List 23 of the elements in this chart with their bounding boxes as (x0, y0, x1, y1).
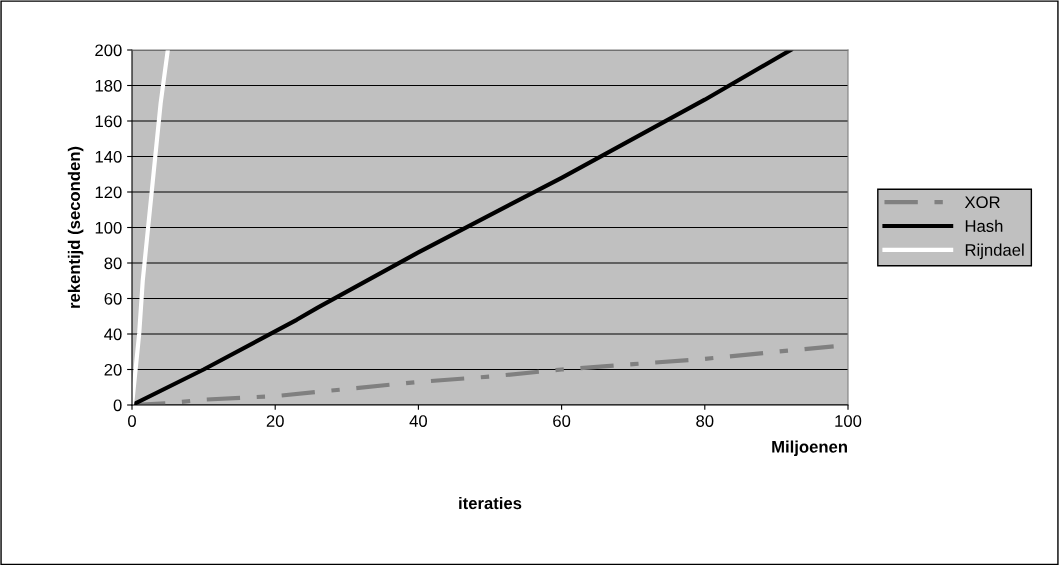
y-tick-label: 80 (104, 257, 122, 270)
x-tick-label: 100 (835, 415, 862, 427)
x-axis-title: iteraties (459, 496, 522, 510)
y-tick-label: 100 (95, 221, 122, 234)
legend-label: Rijndael (965, 243, 1024, 260)
x-tick-label: 80 (696, 415, 714, 427)
y-tick-label: 0 (113, 399, 122, 412)
y-tick-label: 160 (95, 115, 122, 128)
y-tick-label: 40 (104, 328, 122, 341)
legend-label: XOR (964, 196, 1000, 209)
y-tick-label: 120 (95, 186, 122, 199)
y-tick-label: 140 (95, 150, 122, 163)
y-tick-label: 200 (95, 44, 122, 57)
text: Miljoenen (772, 440, 847, 457)
x-tick-label: 20 (266, 415, 284, 427)
legend-label: Hash (965, 219, 1003, 232)
y-tick-label: 60 (104, 292, 122, 305)
x-tick-label: 40 (409, 415, 428, 427)
y-axis-title: rekentijd (seconden) (67, 146, 84, 308)
y-tick-label: 180 (95, 79, 122, 92)
x-tick-label: 0 (128, 415, 136, 427)
y-tick-label: 20 (104, 363, 122, 376)
x-tick-label: 60 (553, 415, 571, 427)
